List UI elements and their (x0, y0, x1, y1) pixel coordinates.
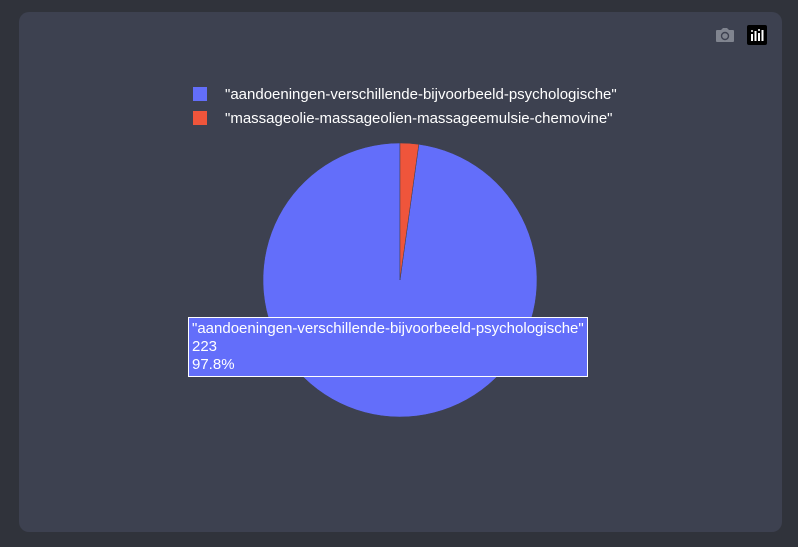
tooltip-value: 223 (192, 338, 218, 355)
pie-slice-1[interactable] (399, 142, 420, 281)
chart-card: "aandoeningen-verschillende-bijvoorbeeld… (19, 12, 782, 532)
camera-icon (716, 28, 734, 42)
download-png-button[interactable] (714, 24, 736, 46)
modebar (714, 24, 768, 46)
pie-chart: "aandoeningen-verschillende-bijvoorbeeld… (193, 86, 617, 418)
legend-swatch-1 (193, 111, 207, 125)
hover-tooltip: "aandoeningen-verschillende-bijvoorbeeld… (188, 317, 588, 377)
tooltip-label: "aandoeningen-verschillende-bijvoorbeeld… (192, 320, 584, 337)
legend-label-1: "massageolie-massageolien-massageemulsie… (225, 110, 613, 127)
legend-item-0[interactable]: "aandoeningen-verschillende-bijvoorbeeld… (193, 86, 617, 103)
tooltip-percent: 97.8% (192, 356, 235, 373)
legend: "aandoeningen-verschillende-bijvoorbeeld… (193, 86, 617, 127)
plotly-logo-icon (747, 25, 767, 45)
legend-item-1[interactable]: "massageolie-massageolien-massageemulsie… (193, 110, 613, 127)
legend-swatch-0 (193, 87, 207, 101)
legend-label-0: "aandoeningen-verschillende-bijvoorbeeld… (225, 86, 617, 103)
plotly-logo-button[interactable] (746, 24, 768, 46)
